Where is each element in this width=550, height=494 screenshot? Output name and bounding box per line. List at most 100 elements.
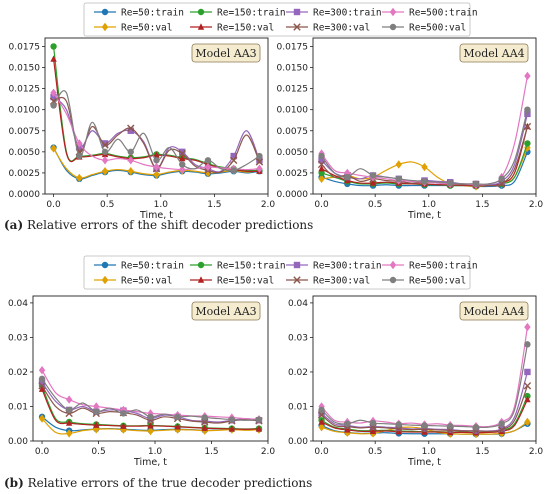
x-tick-label: 1.0 [148, 447, 163, 457]
x-tick-label: 0.5 [100, 200, 114, 210]
legend-marker [197, 261, 205, 269]
legend-item: Re=500:train [382, 261, 478, 272]
data-point [498, 425, 505, 433]
legend-label: Re=50:val [121, 23, 172, 34]
data-point [498, 175, 505, 183]
data-point [65, 406, 73, 414]
data-point [497, 180, 506, 188]
y-tick-label: 0.00 [288, 437, 308, 447]
x-tick-label: 0.5 [368, 447, 382, 457]
data-point [179, 165, 186, 174]
legend-item: Re=150:val [190, 276, 274, 287]
data-point [523, 122, 532, 131]
y-tick-label: 0.0025 [9, 169, 41, 179]
data-point [318, 422, 325, 432]
y-tick-label: 0.0175 [9, 42, 41, 52]
data-point [93, 421, 100, 428]
legend-label: Re=300:val [313, 23, 370, 34]
y-tick-label: 0.0125 [277, 85, 309, 95]
data-point [318, 406, 325, 414]
data-point [255, 158, 264, 166]
caption-b-text: Relative errors of the true decoder pred… [27, 476, 313, 490]
data-point [395, 175, 402, 183]
data-point [101, 140, 109, 147]
data-point [101, 167, 109, 176]
data-point [153, 151, 160, 158]
legend-label: Re=150:val [217, 23, 274, 34]
legend-item: Re=50:val [94, 276, 172, 287]
legend-marker [389, 276, 397, 284]
y-tick-label: 0.0150 [9, 64, 41, 74]
data-point [523, 382, 532, 390]
panel-title-box [191, 301, 261, 321]
x-axis-label: Time, t [139, 210, 173, 221]
data-point [395, 427, 402, 435]
x-tick-label: 0.0 [314, 200, 329, 210]
x-tick-label: 2.0 [261, 200, 276, 210]
data-point [179, 154, 186, 162]
legend-item: Re=150:train [190, 8, 286, 19]
legend-label: Re=50:val [121, 276, 172, 287]
data-point [524, 106, 531, 113]
data-point [369, 419, 377, 427]
legend-marker [389, 23, 397, 31]
series-group [49, 43, 264, 183]
data-point [524, 322, 531, 332]
legend-item: Re=150:train [190, 261, 286, 272]
legend-label: Re=150:train [217, 261, 286, 272]
legend-label: Re=50:train [121, 8, 184, 19]
data-point [472, 180, 480, 188]
legend-label: Re=150:val [217, 276, 274, 287]
data-point [256, 164, 263, 173]
legend-frame [83, 2, 471, 37]
data-point [228, 425, 236, 432]
data-point [317, 160, 326, 169]
x-tick-label: 0.0 [46, 200, 61, 210]
panel-title: Model AA4 [459, 301, 529, 321]
y-tick-label: 0.02 [288, 368, 308, 378]
y-tick-label: 0.0075 [9, 127, 41, 137]
data-point [201, 414, 208, 421]
y-tick-label: 0.0125 [9, 85, 41, 95]
x-axis-label: Time, t [407, 457, 441, 468]
y-tick-label: 0.0050 [9, 148, 41, 158]
data-point [524, 71, 531, 81]
y-tick-label: 0.01 [8, 402, 28, 412]
data-point [147, 426, 154, 436]
x-tick-label: 1.0 [154, 200, 169, 210]
y-tick-label: 0.03 [8, 333, 28, 343]
legend-marker [293, 276, 301, 284]
legend-item: Re=500:val [382, 23, 466, 34]
data-point [255, 416, 263, 423]
y-tick-label: 0.02 [8, 368, 28, 378]
x-tick-label: 0.5 [91, 447, 105, 457]
legend-label: Re=500:train [409, 261, 478, 272]
data-point [318, 157, 325, 164]
plot-a-right: 0.00000.00250.00500.00750.01000.01250.01… [277, 37, 543, 221]
legend-label: Re=500:val [409, 23, 466, 34]
data-point [344, 420, 351, 427]
panel-title-text: Model AA4 [463, 47, 524, 60]
data-point [38, 375, 46, 383]
data-point [204, 162, 212, 172]
y-tick-label: 0.0175 [277, 42, 309, 52]
caption-a-text: Relative errors of the shift decoder pre… [26, 218, 314, 232]
legend-label: Re=50:train [121, 261, 184, 272]
data-point [147, 422, 154, 429]
panel-title-box [191, 43, 261, 63]
y-tick-label: 0.04 [8, 299, 28, 309]
data-point [127, 167, 134, 176]
data-point [153, 157, 160, 164]
legend-label: Re=150:train [217, 8, 286, 19]
data-point [229, 156, 238, 164]
x-tick-label: 2.0 [529, 447, 544, 457]
y-tick-label: 0.0000 [9, 190, 41, 200]
data-point [498, 420, 505, 427]
legend-item: Re=500:val [382, 276, 466, 287]
data-point [179, 148, 186, 156]
legend-label: Re=500:train [409, 8, 478, 19]
caption-b-tag: (b) [4, 476, 24, 490]
series-group [317, 322, 532, 439]
x-tick-label: 1.5 [207, 200, 221, 210]
